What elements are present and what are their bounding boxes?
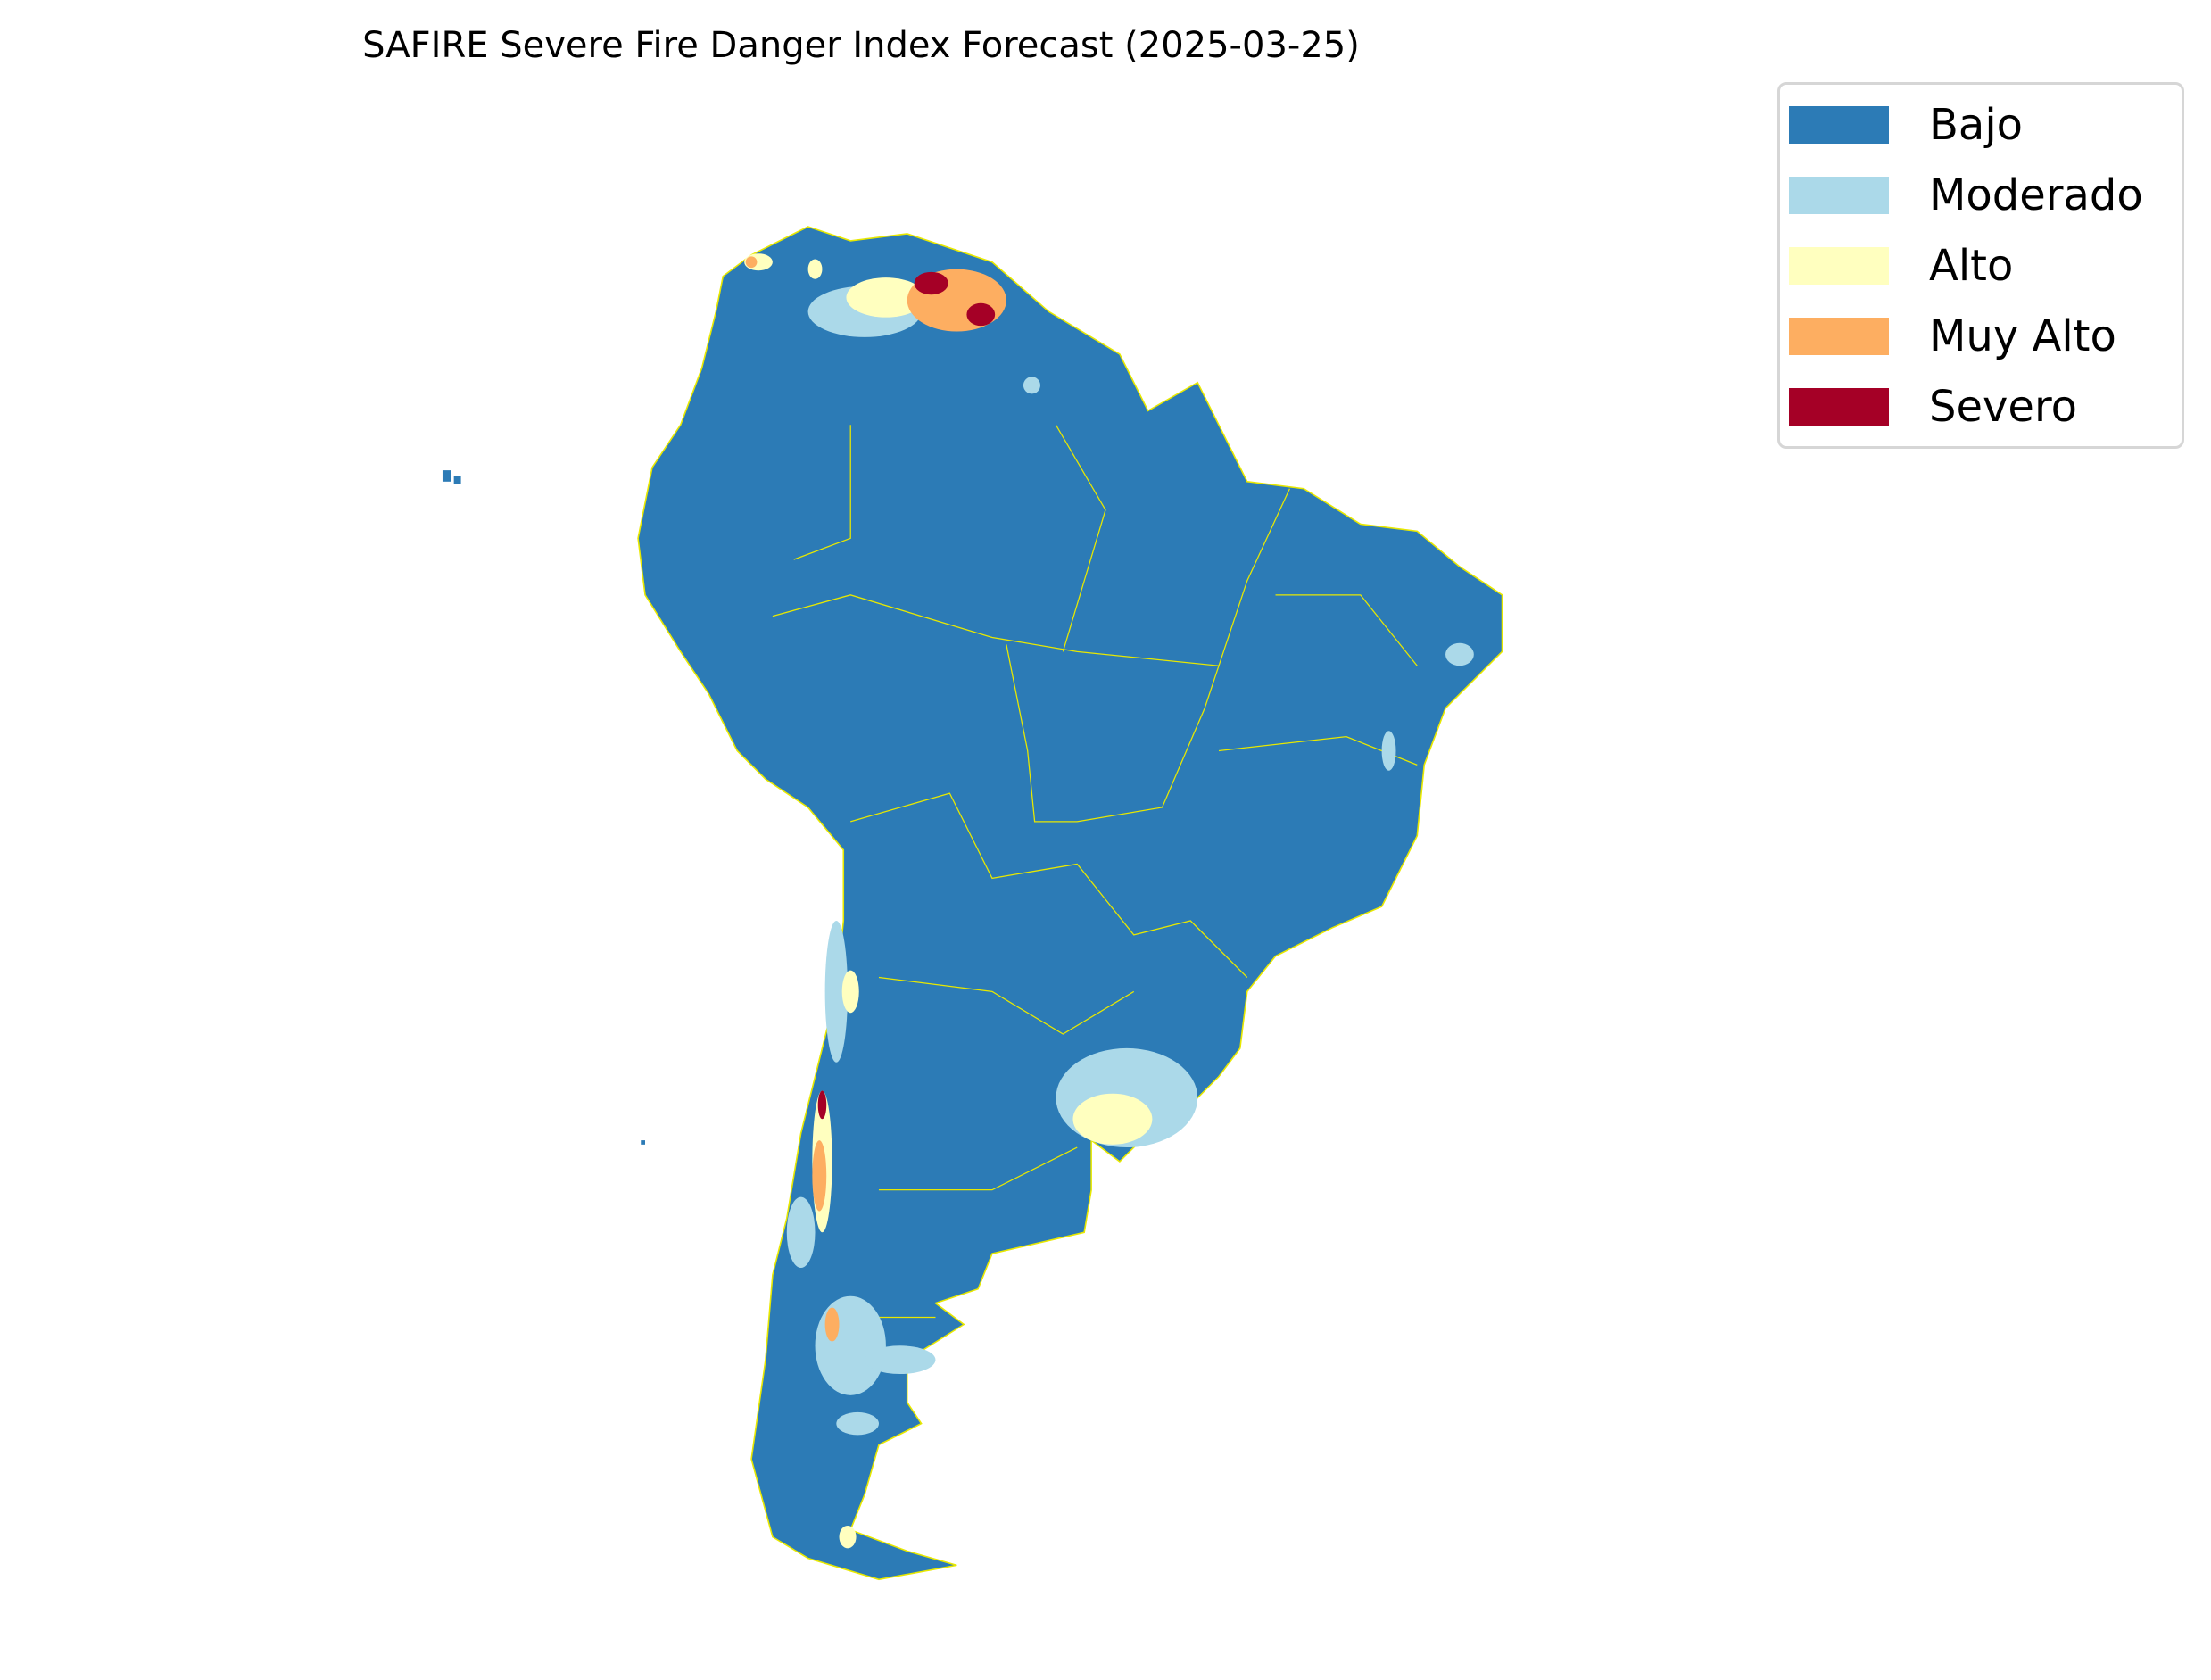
legend-item-moderado: Moderado <box>1789 170 2143 220</box>
legend-item-alto: Alto <box>1789 241 2014 291</box>
legend-label: Muy Alto <box>1929 311 2116 361</box>
galapagos-islands <box>442 470 646 1145</box>
continent-bajo-area <box>637 226 1503 1581</box>
legend-item-severo: Severo <box>1789 382 2077 432</box>
legend-swatch-muy-alto <box>1789 318 1889 355</box>
severo-areas <box>817 271 996 1120</box>
legend-swatch-moderado <box>1789 177 1889 214</box>
legend-label: Moderado <box>1929 170 2143 220</box>
legend-swatch-bajo <box>1789 106 1889 144</box>
legend-label: Severo <box>1929 382 2077 432</box>
legend: Bajo Moderado Alto Muy Alto Severo <box>1777 82 2184 449</box>
legend-item-bajo: Bajo <box>1789 100 2024 150</box>
legend-label: Bajo <box>1929 100 2024 150</box>
legend-label: Alto <box>1929 241 2014 291</box>
legend-swatch-alto <box>1789 247 1889 285</box>
legend-item-muy-alto: Muy Alto <box>1789 311 2116 361</box>
legend-swatch-severo <box>1789 388 1889 426</box>
map-title: SAFIRE Severe Fire Danger Index Forecast… <box>362 25 1360 66</box>
